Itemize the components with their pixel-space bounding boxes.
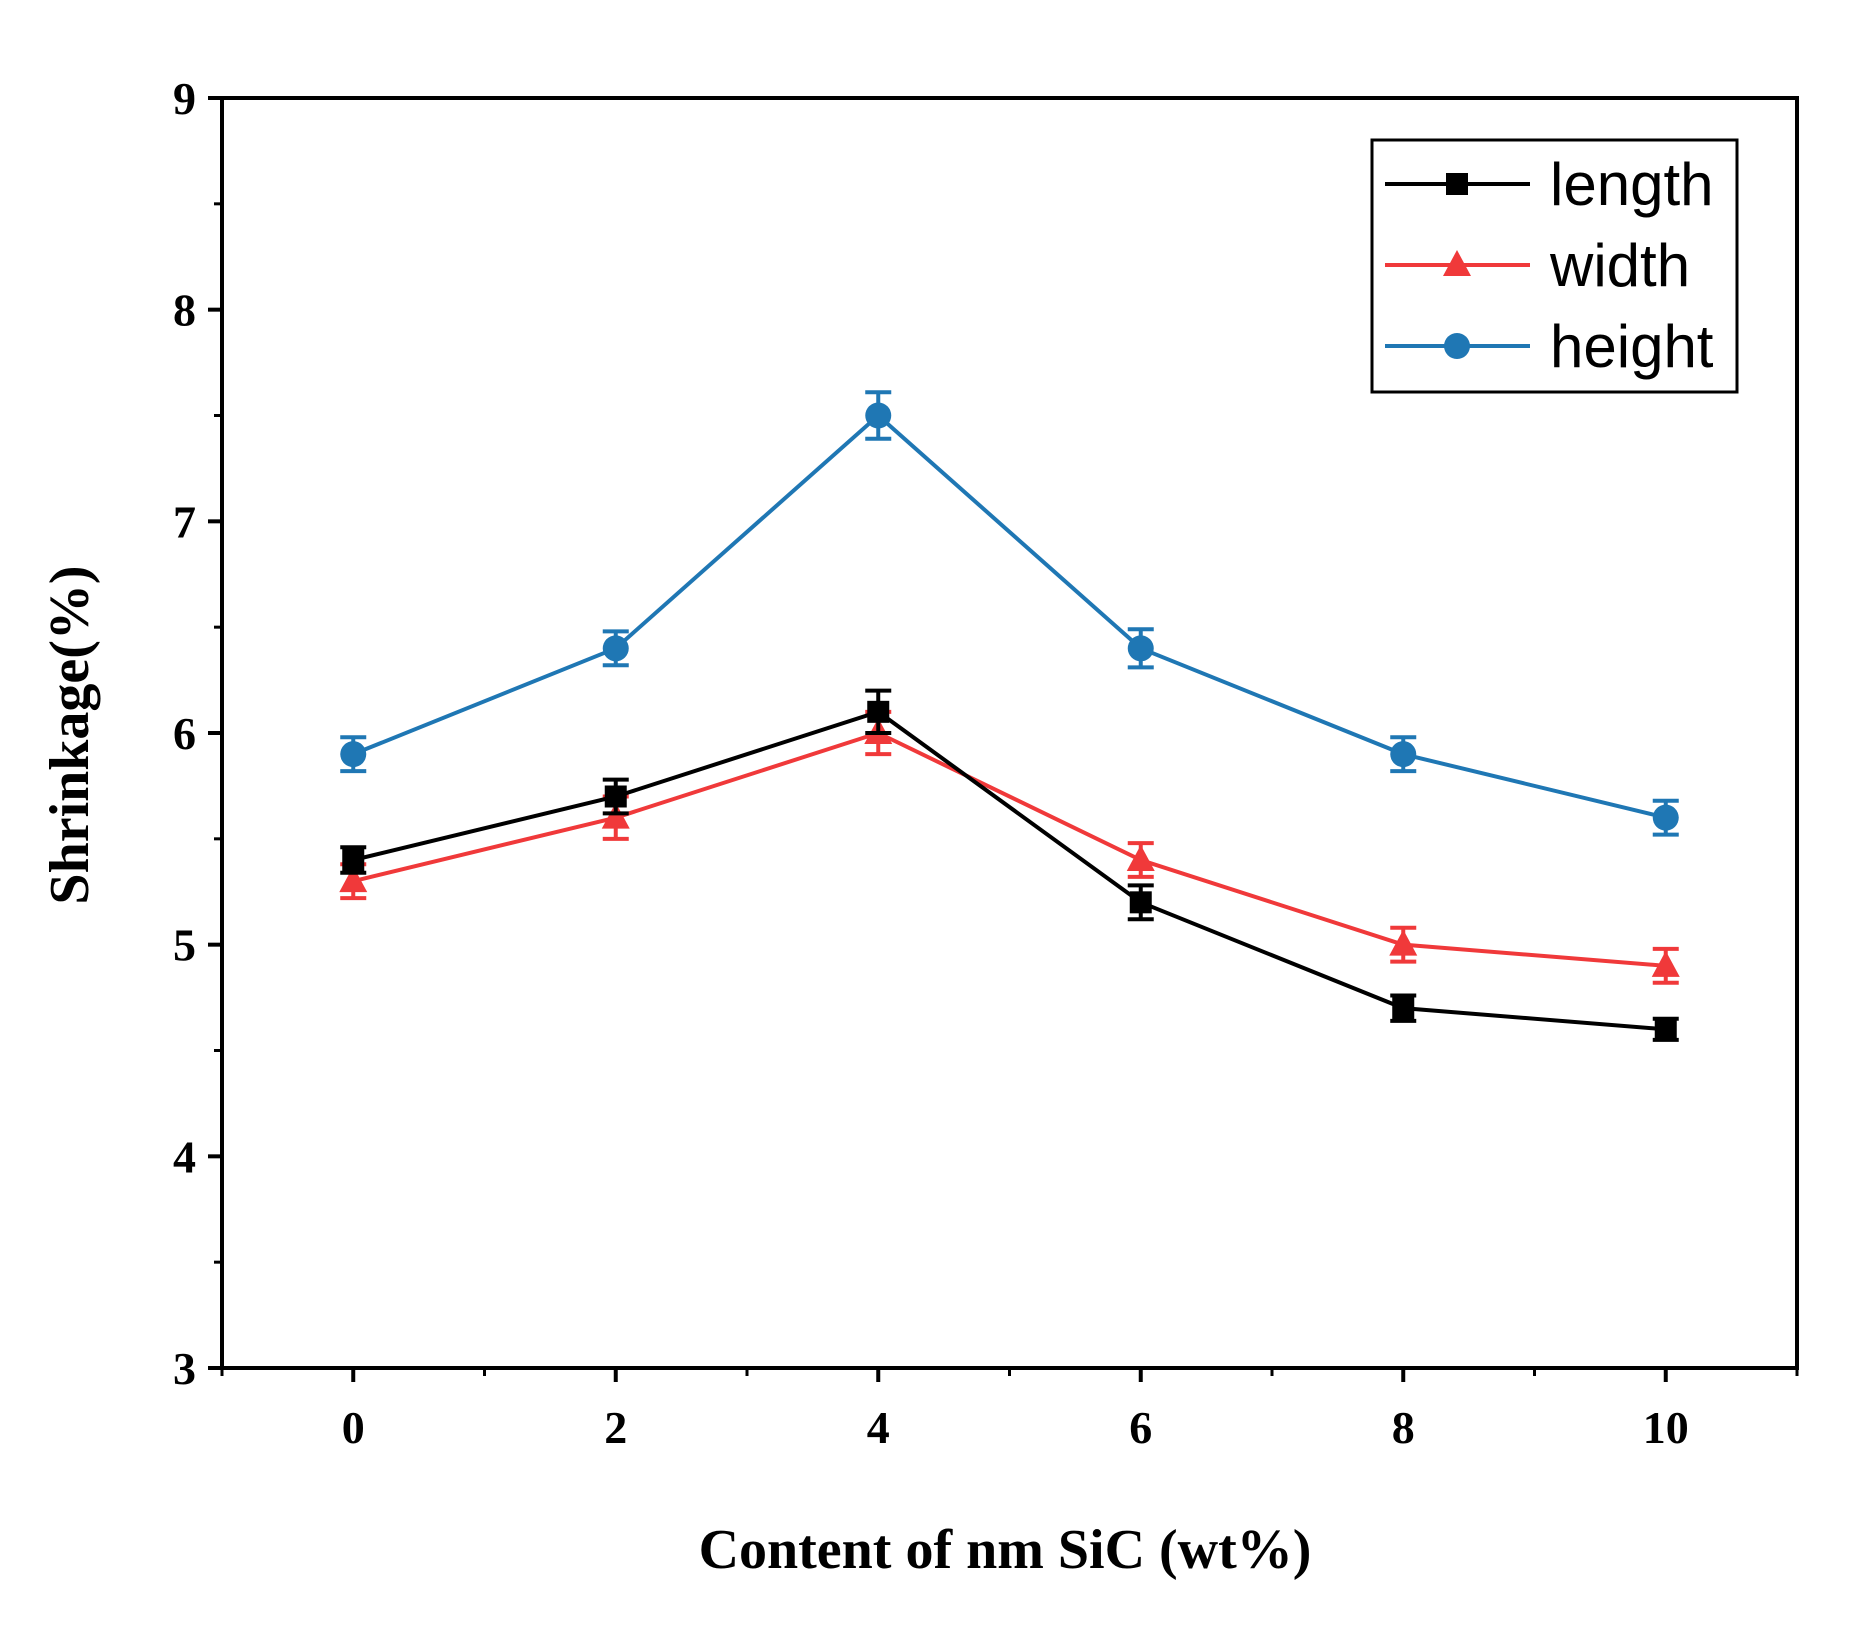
marker-square	[867, 700, 890, 723]
legend: length width height	[1370, 138, 1739, 394]
series-line-length	[352, 709, 1666, 1032]
marker-square	[1129, 891, 1152, 914]
legend-label: length	[1550, 151, 1713, 218]
x-tick-label: 4	[867, 1402, 890, 1453]
y-tick-label: 7	[173, 496, 196, 547]
marker-square	[604, 785, 627, 808]
marker-circle	[602, 635, 629, 662]
marker-circle	[1652, 804, 1679, 831]
y-tick-label: 3	[173, 1343, 196, 1394]
marker-triangle	[1389, 929, 1418, 956]
y-tick-label: 9	[173, 73, 196, 124]
y-tick-label: 4	[173, 1131, 196, 1182]
marker-circle	[865, 402, 892, 429]
marker-circle	[340, 741, 367, 768]
marker-triangle	[339, 866, 368, 893]
marker-circle	[1444, 333, 1470, 359]
marker-triangle	[601, 802, 630, 829]
x-axis-title: Content of nm SiC (wt%)	[699, 1519, 1312, 1581]
series-line-height	[352, 412, 1667, 820]
plot-area	[339, 390, 1680, 1042]
legend-item-height: height	[1385, 313, 1714, 380]
marker-triangle	[1651, 950, 1680, 977]
marker-square	[342, 849, 365, 871]
x-tick-label: 8	[1392, 1402, 1415, 1453]
marker-square	[1392, 997, 1415, 1020]
marker-square	[1446, 173, 1468, 195]
marker-circle	[1127, 635, 1154, 662]
marker-triangle	[1443, 250, 1471, 276]
series-width	[339, 709, 1680, 985]
x-tick-label: 6	[1129, 1402, 1152, 1453]
x-tick-label: 0	[342, 1402, 365, 1453]
legend-label: width	[1549, 232, 1690, 299]
marker-square	[1654, 1018, 1677, 1041]
legend-item-length: length	[1385, 151, 1713, 218]
y-tick-label: 5	[173, 920, 196, 971]
series-length	[340, 688, 1679, 1042]
x-tick-label: 2	[604, 1402, 627, 1453]
legend-label: height	[1550, 313, 1714, 380]
y-axis-title: Shrinkage(%)	[39, 565, 101, 904]
marker-triangle	[1126, 845, 1155, 871]
y-tick-label: 8	[173, 285, 196, 336]
legend-item-width: width	[1385, 232, 1690, 299]
axes: 3 4 5 6 7 8 9 0 2 4 6 8 10	[173, 73, 1799, 1453]
y-tick-label: 6	[173, 708, 196, 759]
series-height	[340, 390, 1679, 837]
series-line-width	[352, 730, 1666, 968]
marker-circle	[1390, 741, 1417, 768]
x-tick-label: 10	[1643, 1402, 1689, 1453]
